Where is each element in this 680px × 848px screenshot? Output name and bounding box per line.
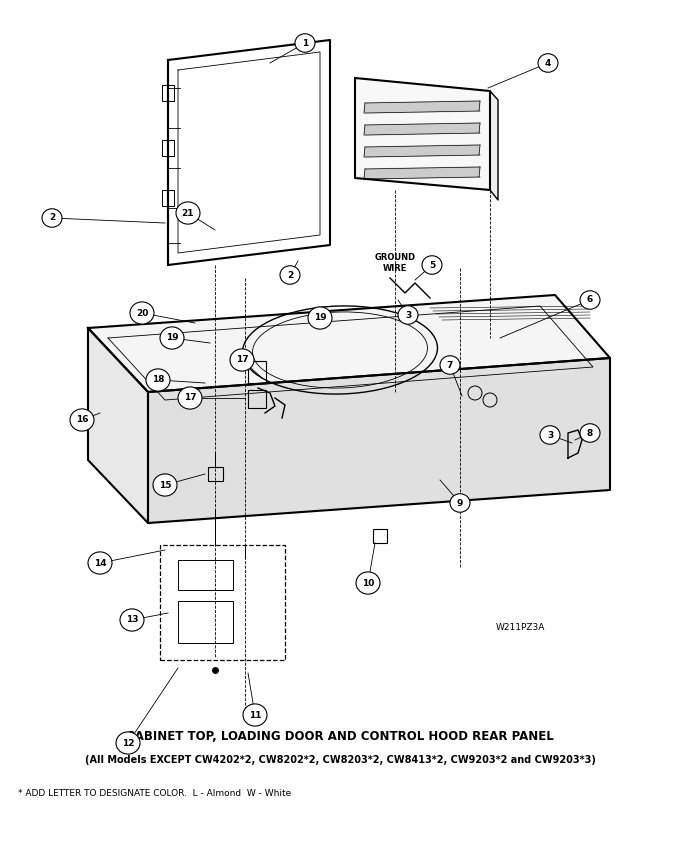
Ellipse shape — [580, 291, 600, 310]
Polygon shape — [490, 91, 498, 200]
Text: GROUND
WIRE: GROUND WIRE — [375, 254, 415, 273]
Ellipse shape — [450, 494, 470, 512]
Text: 18: 18 — [152, 376, 165, 384]
Text: 10: 10 — [362, 578, 374, 588]
Text: 8: 8 — [587, 428, 593, 438]
Polygon shape — [88, 328, 148, 523]
Text: 17: 17 — [236, 355, 248, 365]
Ellipse shape — [580, 424, 600, 443]
Text: CABINET TOP, LOADING DOOR AND CONTROL HOOD REAR PANEL: CABINET TOP, LOADING DOOR AND CONTROL HO… — [126, 729, 554, 743]
Ellipse shape — [422, 256, 442, 274]
Text: 17: 17 — [184, 393, 197, 403]
Bar — [160, 545, 285, 660]
Bar — [373, 529, 387, 543]
Ellipse shape — [243, 704, 267, 726]
Ellipse shape — [70, 409, 94, 431]
Ellipse shape — [356, 572, 380, 594]
Ellipse shape — [440, 356, 460, 374]
Text: 19: 19 — [166, 333, 178, 343]
Text: 5: 5 — [429, 260, 435, 270]
Ellipse shape — [398, 306, 418, 324]
Bar — [162, 190, 174, 206]
Polygon shape — [355, 78, 490, 190]
Text: 11: 11 — [249, 711, 261, 719]
Ellipse shape — [280, 265, 300, 284]
Ellipse shape — [42, 209, 62, 227]
Bar — [178, 601, 233, 643]
Polygon shape — [88, 295, 610, 392]
Ellipse shape — [160, 326, 184, 349]
Text: (All Models EXCEPT CW4202*2, CW8202*2, CW8203*2, CW8413*2, CW9203*2 and CW9203*3: (All Models EXCEPT CW4202*2, CW8202*2, C… — [84, 755, 596, 765]
Ellipse shape — [88, 552, 112, 574]
Text: 14: 14 — [94, 559, 106, 567]
Text: 3: 3 — [547, 431, 553, 439]
Polygon shape — [364, 145, 480, 157]
Bar — [208, 467, 223, 481]
Ellipse shape — [146, 369, 170, 391]
Text: 9: 9 — [457, 499, 463, 507]
Text: 1: 1 — [302, 38, 308, 47]
Text: 6: 6 — [587, 295, 593, 304]
Text: 7: 7 — [447, 360, 453, 370]
Bar — [178, 560, 233, 590]
Ellipse shape — [153, 474, 177, 496]
Polygon shape — [364, 101, 480, 113]
Text: 4: 4 — [545, 59, 551, 68]
Text: 15: 15 — [158, 481, 171, 489]
Text: 2: 2 — [49, 214, 55, 222]
Ellipse shape — [230, 349, 254, 371]
Text: 3: 3 — [405, 310, 411, 320]
Text: 21: 21 — [182, 209, 194, 217]
Text: W211PZ3A: W211PZ3A — [495, 623, 545, 633]
Text: 12: 12 — [122, 739, 134, 747]
Bar — [162, 140, 174, 156]
Polygon shape — [364, 123, 480, 135]
Ellipse shape — [130, 302, 154, 324]
Ellipse shape — [308, 307, 332, 329]
Bar — [162, 85, 174, 101]
Text: * ADD LETTER TO DESIGNATE COLOR.  L - Almond  W - White: * ADD LETTER TO DESIGNATE COLOR. L - Alm… — [18, 789, 291, 797]
Ellipse shape — [178, 387, 202, 409]
Polygon shape — [364, 167, 480, 179]
Ellipse shape — [116, 732, 140, 754]
Text: 20: 20 — [136, 309, 148, 317]
Text: 13: 13 — [126, 616, 138, 624]
Bar — [248, 361, 266, 383]
Ellipse shape — [540, 426, 560, 444]
Bar — [248, 390, 266, 408]
Ellipse shape — [295, 34, 315, 53]
Ellipse shape — [120, 609, 144, 631]
Text: 2: 2 — [287, 271, 293, 280]
Text: 19: 19 — [313, 314, 326, 322]
Text: 16: 16 — [75, 416, 88, 425]
Polygon shape — [148, 358, 610, 523]
Ellipse shape — [176, 202, 200, 224]
Ellipse shape — [538, 53, 558, 72]
